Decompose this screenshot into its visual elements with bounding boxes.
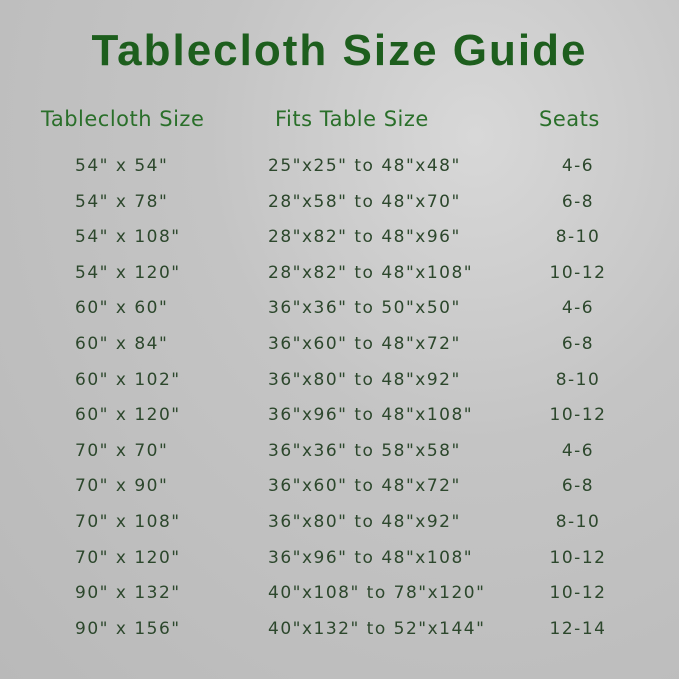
tablecloth-size-cell: 60" x 60" [75,298,169,319]
table-row: 70" x 70" 36"x36" to 58"x58" 4-6 [0,441,679,471]
seats-cell: 12-14 [549,618,607,639]
table-row: 90" x 156" 40"x132" to 52"x144" 12-14 [0,619,679,649]
table-row: 70" x 90" 36"x60" to 48"x72" 6-8 [0,476,679,506]
header-seats: Seats [539,107,600,131]
seats-cell: 6-8 [561,191,595,212]
tablecloth-size-cell: 70" x 120" [75,547,181,568]
seats-cell: 4-6 [561,298,595,319]
header-fits-table-size: Fits Table Size [275,107,429,131]
tablecloth-size-cell: 54" x 120" [75,262,181,283]
tablecloth-size-cell: 54" x 108" [75,227,181,248]
seats-cell: 10-12 [549,583,607,604]
tablecloth-size-cell: 54" x 78" [75,191,169,212]
table-row: 90" x 132" 40"x108" to 78"x120" 10-12 [0,583,679,613]
tablecloth-size-cell: 90" x 132" [75,583,181,604]
table-row: 70" x 120" 36"x96" to 48"x108" 10-12 [0,548,679,578]
seats-cell: 8-10 [555,512,601,532]
table-row: 54" x 54" 25"x25" to 48"x48" 4-6 [0,156,679,186]
table-row: 70" x 108" 36"x80" to 48"x92" 8-10 [0,512,679,542]
table-row: 54" x 78" 28"x58" to 48"x70" 6-8 [0,192,679,222]
tablecloth-size-cell: 54" x 54" [75,156,169,176]
table-row: 54" x 108" 28"x82" to 48"x96" 8-10 [0,227,679,257]
fits-table-size-cell: 36"x36" to 58"x58" [268,440,461,461]
seats-cell: 8-10 [555,227,601,248]
table-row: 60" x 102" 36"x80" to 48"x92" 8-10 [0,370,679,400]
fits-table-size-cell: 40"x108" to 78"x120" [268,583,486,604]
tablecloth-size-cell: 70" x 70" [75,440,169,461]
fits-table-size-cell: 36"x36" to 50"x50" [268,298,461,319]
seats-cell: 6-8 [561,334,595,354]
seats-cell: 4-6 [561,156,595,176]
table-row: 60" x 60" 36"x36" to 50"x50" 4-6 [0,298,679,328]
fits-table-size-cell: 36"x60" to 48"x72" [268,334,461,354]
fits-table-size-cell: 36"x60" to 48"x72" [268,476,461,497]
fits-table-size-cell: 40"x132" to 52"x144" [268,618,486,639]
tablecloth-size-cell: 70" x 90" [75,476,169,497]
fits-table-size-cell: 25"x25" to 48"x48" [268,156,461,176]
tablecloth-size-cell: 60" x 120" [75,405,181,426]
tablecloth-size-cell: 60" x 102" [75,369,181,390]
seats-cell: 8-10 [555,369,601,390]
seats-cell: 4-6 [561,440,595,461]
table-row: 54" x 120" 28"x82" to 48"x108" 10-12 [0,263,679,293]
fits-table-size-cell: 28"x58" to 48"x70" [268,191,461,212]
page-title: Tablecloth Size Guide [91,26,588,75]
fits-table-size-cell: 36"x96" to 48"x108" [268,405,474,426]
seats-cell: 10-12 [549,547,607,568]
fits-table-size-cell: 36"x80" to 48"x92" [268,369,461,390]
seats-cell: 10-12 [549,262,607,283]
table-row: 60" x 120" 36"x96" to 48"x108" 10-12 [0,405,679,435]
seats-cell: 10-12 [549,405,607,426]
seats-cell: 6-8 [561,476,595,497]
fits-table-size-cell: 28"x82" to 48"x96" [268,227,461,248]
tablecloth-size-cell: 60" x 84" [75,334,169,354]
header-tablecloth-size: Tablecloth Size [41,107,205,131]
fits-table-size-cell: 28"x82" to 48"x108" [268,262,474,283]
tablecloth-size-cell: 70" x 108" [75,512,181,532]
fits-table-size-cell: 36"x80" to 48"x92" [268,512,461,532]
tablecloth-size-cell: 90" x 156" [75,618,181,639]
table-row: 60" x 84" 36"x60" to 48"x72" 6-8 [0,334,679,364]
fits-table-size-cell: 36"x96" to 48"x108" [268,547,474,568]
